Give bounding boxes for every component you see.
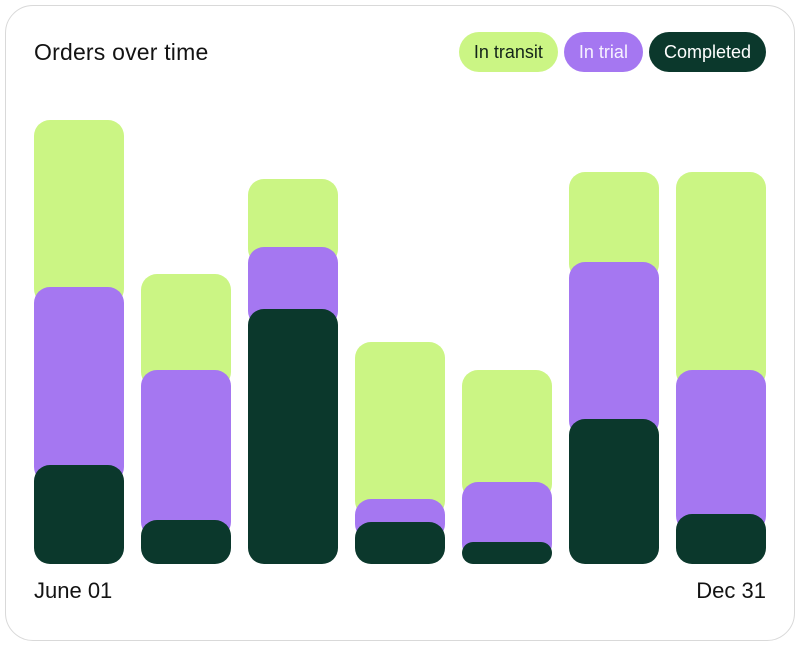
bar-segment-completed[interactable] <box>141 520 231 564</box>
stacked-bar-chart-plot <box>34 112 766 564</box>
bar-segment-in-trial[interactable] <box>676 370 766 532</box>
bar-group-4 <box>355 112 445 564</box>
legend-pill-in-trial[interactable]: In trial <box>563 32 643 72</box>
bar-segment-in-transit[interactable] <box>676 172 766 388</box>
bar-group-6 <box>569 112 659 564</box>
bar-group-1 <box>34 112 124 564</box>
bar-segment-completed[interactable] <box>676 514 766 564</box>
x-axis-label-end: Dec 31 <box>696 578 766 603</box>
bar-segment-completed[interactable] <box>569 419 659 564</box>
bar-segment-in-transit[interactable] <box>141 274 231 388</box>
x-axis-label-start: June 01 <box>34 578 113 603</box>
chart-title: Orders over time <box>34 38 209 65</box>
x-axis: June 01 Dec 31 <box>34 578 766 604</box>
legend-pill-in-transit-label: In transit <box>473 41 543 62</box>
legend: In transit In trial Completed <box>458 32 766 72</box>
bar-group-7 <box>676 112 766 564</box>
legend-pill-completed-label: Completed <box>663 41 751 62</box>
bar-group-3 <box>248 112 338 564</box>
legend-pill-completed[interactable]: Completed <box>648 32 766 72</box>
legend-pill-in-trial-label: In trial <box>578 41 628 62</box>
orders-over-time-card: Orders over time In transit In trial Com… <box>5 5 795 641</box>
bar-segment-in-trial[interactable] <box>141 370 231 538</box>
bar-segment-completed[interactable] <box>355 522 445 564</box>
bar-segment-in-transit[interactable] <box>462 370 552 500</box>
bar-segment-completed[interactable] <box>34 465 124 564</box>
bar-segment-completed[interactable] <box>462 542 552 564</box>
bar-group-5 <box>462 112 552 564</box>
bar-segment-in-transit[interactable] <box>34 120 124 305</box>
bar-segment-in-trial[interactable] <box>34 287 124 483</box>
bar-segment-in-transit[interactable] <box>355 342 445 517</box>
bar-group-2 <box>141 112 231 564</box>
legend-pill-in-transit[interactable]: In transit <box>458 32 558 72</box>
card-header: Orders over time In transit In trial Com… <box>34 30 766 74</box>
bar-segment-in-trial[interactable] <box>569 262 659 437</box>
bar-segment-completed[interactable] <box>248 309 338 564</box>
